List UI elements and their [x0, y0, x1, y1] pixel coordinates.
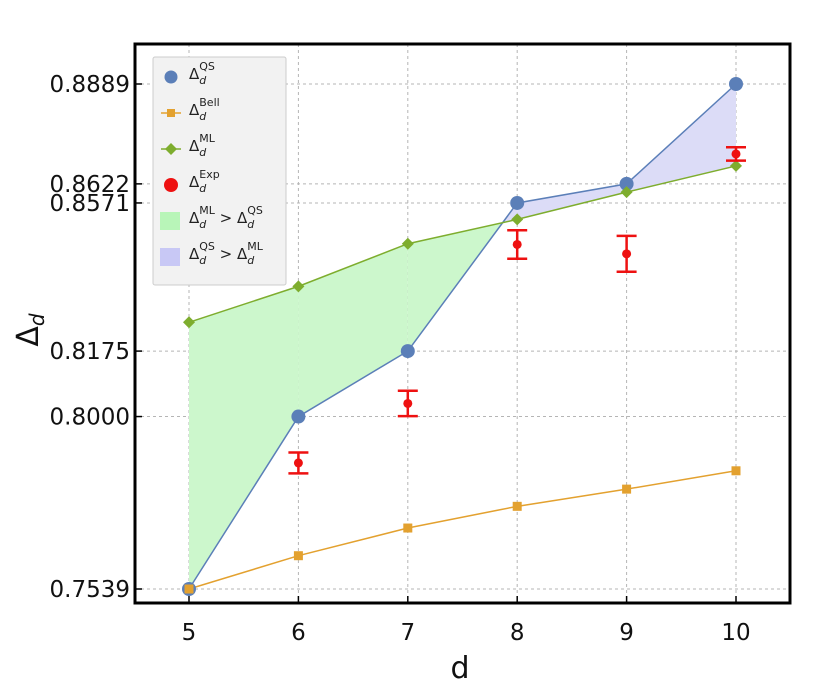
- line-qs: [188, 83, 737, 590]
- legend-marker-bell: [167, 109, 175, 117]
- point-exp: [622, 249, 632, 259]
- plot-frame: [133, 42, 792, 605]
- fill-ml-above-qs: [298, 243, 408, 417]
- point-qs: [291, 409, 306, 424]
- line-ml: [188, 165, 737, 323]
- y-tick-label: 0.7539: [50, 577, 130, 603]
- legend-marker-ml: [165, 143, 177, 155]
- fill-qs-above-ml: [626, 84, 736, 193]
- legend-label-fill-ml-above-qs: ΔdML > ΔdQS: [189, 204, 263, 231]
- legend: ΔdQS ΔdBell ΔdML ΔdExp ΔdML > ΔdQS ΔdQS > ΔdM…: [152, 56, 287, 286]
- point-exp: [512, 239, 522, 249]
- point-ml: [511, 213, 524, 226]
- point-bell: [512, 501, 522, 511]
- point-qs: [400, 344, 415, 359]
- point-bell: [622, 484, 632, 494]
- y-tick-label: 0.8622: [50, 172, 130, 198]
- y-tick-label: 0.8571: [50, 191, 130, 217]
- point-bell: [293, 551, 303, 561]
- markers: [182, 77, 746, 596]
- point-qs: [729, 77, 743, 91]
- point-ml: [401, 237, 414, 250]
- point-qs: [510, 195, 525, 210]
- legend-swatch-qs-above-ml: [160, 248, 180, 266]
- point-bell: [184, 584, 194, 594]
- point-qs: [619, 176, 634, 191]
- legend-label-bell: ΔdBell: [189, 96, 220, 123]
- x-tick-label: 10: [721, 620, 750, 646]
- point-ml: [730, 159, 742, 172]
- point-bell: [403, 523, 413, 533]
- x-axis-label: d: [450, 651, 469, 686]
- y-axis-label: Δd: [11, 313, 49, 347]
- point-exp: [403, 398, 413, 408]
- point-exp: [293, 458, 303, 468]
- x-tick-label: 6: [291, 620, 306, 646]
- y-axis-label-main: Δ: [11, 326, 46, 347]
- svg-text:Δd: Δd: [11, 313, 49, 347]
- point-bell: [731, 466, 741, 476]
- legend-label-exp: ΔdExp: [189, 168, 220, 195]
- fill-ml-above-qs: [189, 286, 299, 589]
- y-tick-label: 0.8175: [50, 339, 130, 365]
- y-tick-label: 0.8889: [50, 72, 130, 98]
- x-tick-label: 7: [400, 620, 415, 646]
- x-tick-label: 5: [182, 620, 197, 646]
- fill-qs-above-ml: [517, 183, 627, 220]
- x-tick-label: 8: [510, 620, 525, 646]
- point-ml: [292, 280, 305, 293]
- line-bell: [188, 470, 737, 590]
- point-exp: [731, 149, 741, 159]
- legend-marker-qs: [164, 70, 178, 84]
- legend-marker-exp: [164, 178, 178, 192]
- legend-box: [152, 56, 287, 286]
- legend-swatch-ml-above-qs: [160, 212, 180, 230]
- y-tick-label: 0.8000: [50, 405, 130, 431]
- series: [188, 83, 737, 590]
- point-ml: [183, 316, 195, 329]
- legend-label-ml: ΔdML: [189, 132, 216, 159]
- point-ml: [620, 186, 633, 199]
- legend-label-fill-qs-above-ml: ΔdQS > ΔdML: [189, 240, 264, 267]
- legend-label-qs: ΔdQS: [189, 60, 215, 87]
- x-tick-label: 9: [619, 620, 634, 646]
- y-axis-label-sub: d: [25, 313, 49, 326]
